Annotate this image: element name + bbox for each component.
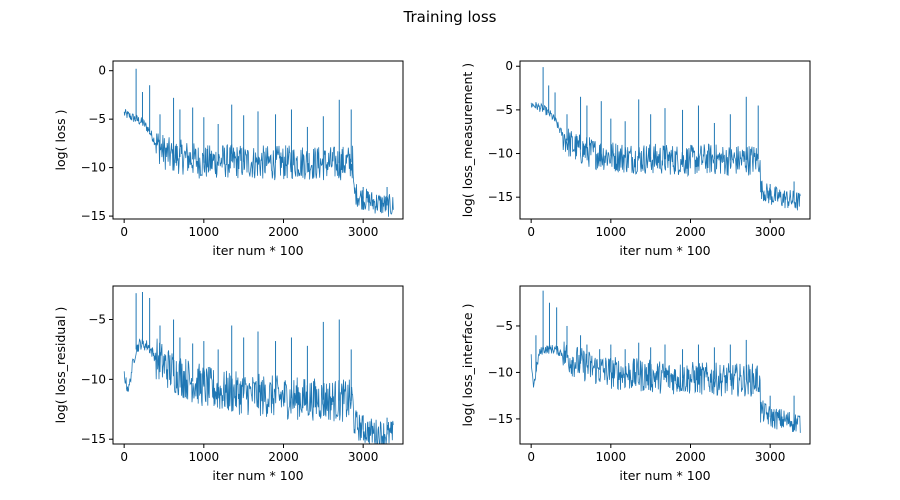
x-tick-label: 2000 (675, 450, 706, 464)
y-tick-label: −10 (488, 365, 513, 379)
y-axis-label: log( loss_measurement ) (460, 63, 475, 217)
x-tick-label: 0 (527, 225, 535, 239)
y-tick-label: −10 (81, 161, 106, 175)
y-tick-label: −15 (488, 190, 513, 204)
series-1 (530, 67, 801, 211)
x-tick-label: 0 (527, 450, 535, 464)
y-axis-label: log( loss_interface ) (460, 304, 475, 427)
y-tick-label: 0 (505, 59, 513, 73)
x-axis-label: iter num * 100 (619, 468, 710, 483)
x-axis-label: iter num * 100 (212, 243, 303, 258)
subplot-4: 0 1000 2000 3000 −5 −10 −15 iter num * 100 log( … (460, 285, 811, 483)
series-line (123, 338, 394, 444)
x-tick-label: 1000 (596, 450, 627, 464)
y-tick-label: −10 (488, 147, 513, 161)
y-tick-label: −15 (488, 412, 513, 426)
x-tick-label: 1000 (189, 450, 220, 464)
x-tick-label: 2000 (268, 225, 299, 239)
figure-title: Training loss (403, 8, 497, 26)
subplot-2: 0 1000 2000 3000 0 −5 −10 −15 iter num * 100 log(… (460, 59, 811, 258)
y-axis-label: log( loss_residual ) (53, 307, 68, 424)
y-tick-label: −5 (495, 103, 513, 117)
x-tick-label: 1000 (189, 225, 220, 239)
x-axis-label: iter num * 100 (212, 468, 303, 483)
x-tick-label: 3000 (348, 450, 379, 464)
series-1 (123, 291, 394, 444)
axes-frame (519, 285, 811, 445)
axes-frame (112, 60, 404, 220)
x-tick-label: 3000 (348, 225, 379, 239)
y-tick-label: −15 (81, 432, 106, 446)
x-axis-label: iter num * 100 (619, 243, 710, 258)
subplot-1: 0 1000 2000 3000 0 −5 −10 −15 iter num * 100 log(… (53, 60, 404, 258)
axes-frame (519, 60, 811, 220)
y-tick-label: −15 (81, 209, 106, 223)
x-tick-label: 3000 (755, 225, 786, 239)
y-tick-label: 0 (98, 64, 106, 78)
x-tick-label: 3000 (755, 450, 786, 464)
x-tick-label: 0 (120, 225, 128, 239)
x-tick-label: 2000 (675, 225, 706, 239)
y-tick-label: −10 (81, 372, 106, 386)
y-tick-label: −5 (88, 313, 106, 327)
y-tick-label: −5 (495, 319, 513, 333)
x-tick-label: 2000 (268, 450, 299, 464)
x-tick-label: 1000 (596, 225, 627, 239)
series-line (123, 109, 394, 217)
y-tick-label: −5 (88, 112, 106, 126)
series-1 (123, 68, 394, 217)
series-line (530, 341, 801, 433)
x-tick-label: 0 (120, 450, 128, 464)
subplots: 0 1000 2000 3000 0 −5 −10 −15 iter num * 100 log(… (53, 59, 811, 483)
y-axis-label: log( loss ) (53, 110, 68, 171)
axes-frame (112, 285, 404, 445)
series-1 (530, 290, 801, 433)
subplot-3: 0 1000 2000 3000 −5 −10 −15 iter num * 100 log( … (53, 285, 404, 483)
series-line (530, 102, 801, 211)
